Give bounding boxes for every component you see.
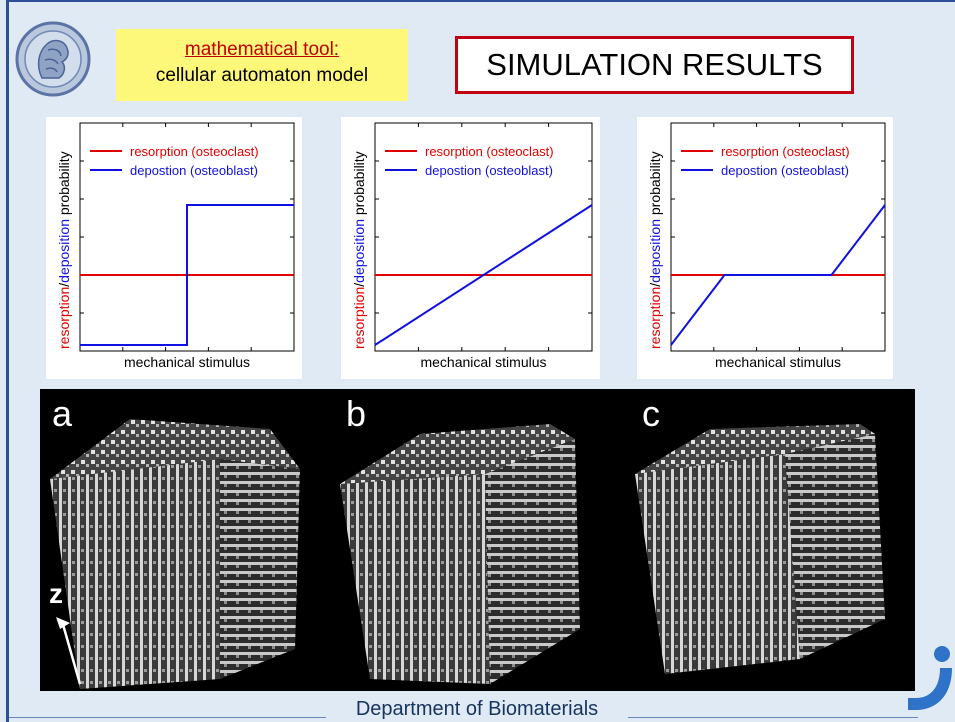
x-axis-label: mechanical stimulus — [715, 354, 841, 370]
cube-c — [635, 424, 885, 674]
footer-department: Department of Biomaterials — [326, 698, 628, 722]
y-axis-label-part: / — [647, 283, 663, 287]
tool-subtitle: cellular automaton model — [155, 65, 369, 86]
series-line-deposition — [374, 204, 593, 346]
trabecular-cubes-image — [50, 419, 885, 689]
y-axis-label-part: probability — [647, 151, 663, 219]
y-axis-label-part: probability — [56, 151, 72, 219]
z-axis-label: z — [49, 578, 63, 609]
legend-label: depostion (osteoblast) — [721, 163, 849, 178]
y-axis-label-part: resorption — [351, 287, 367, 349]
y-axis-label-part: deposition — [351, 219, 367, 283]
chart-panel-1: resorption (osteoclast) depostion (osteob… — [46, 117, 302, 379]
series-line-deposition — [80, 204, 294, 346]
y-axis-label-part: deposition — [647, 219, 663, 283]
legend-label: resorption (osteoclast) — [425, 144, 554, 159]
institute-corner-logo — [908, 646, 952, 710]
footer-rule-left — [9, 717, 326, 718]
y-axis-label-part: / — [351, 283, 367, 287]
footer-rule-right — [628, 717, 918, 718]
legend-label: resorption (osteoclast) — [721, 144, 850, 159]
z-axis-arrow — [56, 617, 82, 685]
x-axis-label: mechanical stimulus — [124, 354, 250, 370]
y-axis-label: resorption/deposition probability — [351, 151, 367, 349]
institute-seal-logo — [15, 21, 91, 97]
legend-label: depostion (osteoblast) — [130, 163, 258, 178]
y-axis-label: resorption/deposition probability — [647, 151, 663, 349]
chart-panel-2: resorption (osteoclast) depostion (osteob… — [341, 117, 600, 379]
tool-callout: mathematical tool: cellular automaton mo… — [116, 29, 408, 101]
y-axis-label: resorption/deposition probability — [56, 151, 72, 349]
cube-b — [340, 424, 580, 684]
probability-chart-1: resorption (osteoclast) depostion (osteob… — [56, 122, 295, 370]
probability-chart-2: resorption (osteoclast) depostion (osteob… — [351, 122, 593, 370]
series-line-deposition — [670, 204, 886, 346]
slide-title-text: SIMULATION RESULTS — [486, 47, 823, 82]
y-axis-label-part: deposition — [56, 219, 72, 283]
slide-frame-left — [6, 0, 9, 722]
cube-a — [50, 419, 300, 689]
tool-title: mathematical tool: — [184, 39, 340, 60]
y-axis-label-part: / — [56, 283, 72, 287]
legend-label: depostion (osteoblast) — [425, 163, 553, 178]
y-axis-label-part: probability — [351, 151, 367, 219]
bone-structure-renderings: a b c — [40, 389, 915, 691]
probability-chart-3: resorption (osteoclast) depostion (osteob… — [647, 122, 886, 370]
panel-label-a: a — [52, 393, 73, 434]
x-axis-label: mechanical stimulus — [420, 354, 546, 370]
chart-panel-3: resorption (osteoclast) depostion (osteob… — [637, 117, 893, 379]
slide-frame-top — [6, 0, 955, 2]
y-axis-label-part: resorption — [647, 287, 663, 349]
legend-label: resorption (osteoclast) — [130, 144, 259, 159]
slide-title: SIMULATION RESULTS — [455, 36, 854, 94]
panel-label-b: b — [346, 393, 367, 434]
panel-label-c: c — [642, 393, 660, 434]
y-axis-label-part: resorption — [56, 287, 72, 349]
